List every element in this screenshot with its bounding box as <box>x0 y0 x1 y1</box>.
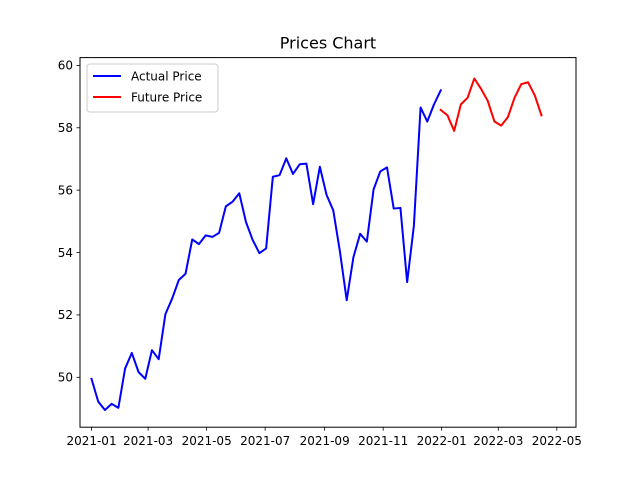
x-tick-label: 2021-01 <box>66 434 116 448</box>
plot-area-frame <box>79 57 577 428</box>
x-tick-label: 2021-11 <box>358 434 408 448</box>
legend-label-1: Actual Price <box>131 70 202 84</box>
legend-label-2: Future Price <box>131 91 202 105</box>
chart-title: Prices Chart <box>280 34 376 53</box>
series-line-1 <box>90 89 443 412</box>
y-tick-label: 54 <box>58 246 73 260</box>
y-axis: 50 52 54 56 58 60 <box>58 59 80 385</box>
series-line-2 <box>439 77 543 132</box>
y-tick-label: 52 <box>58 308 73 322</box>
x-tick-label: 2022-03 <box>473 434 523 448</box>
legend: Actual Price Future Price <box>86 63 219 113</box>
x-tick-label: 2022-01 <box>417 434 467 448</box>
x-tick-label: 2021-07 <box>240 434 290 448</box>
series-lines <box>90 77 543 412</box>
x-tick-label: 2021-05 <box>182 434 232 448</box>
x-tick-label: 2022-05 <box>532 434 582 448</box>
y-tick-label: 58 <box>58 121 73 135</box>
x-tick-label: 2021-09 <box>300 434 350 448</box>
y-tick-label: 56 <box>58 183 73 197</box>
y-tick-label: 60 <box>58 59 73 73</box>
x-tick-label: 2021-03 <box>123 434 173 448</box>
y-tick-label: 50 <box>58 371 73 385</box>
x-axis: 2021-01 2021-03 2021-05 2021-07 2021-09 2021-… <box>66 427 582 448</box>
